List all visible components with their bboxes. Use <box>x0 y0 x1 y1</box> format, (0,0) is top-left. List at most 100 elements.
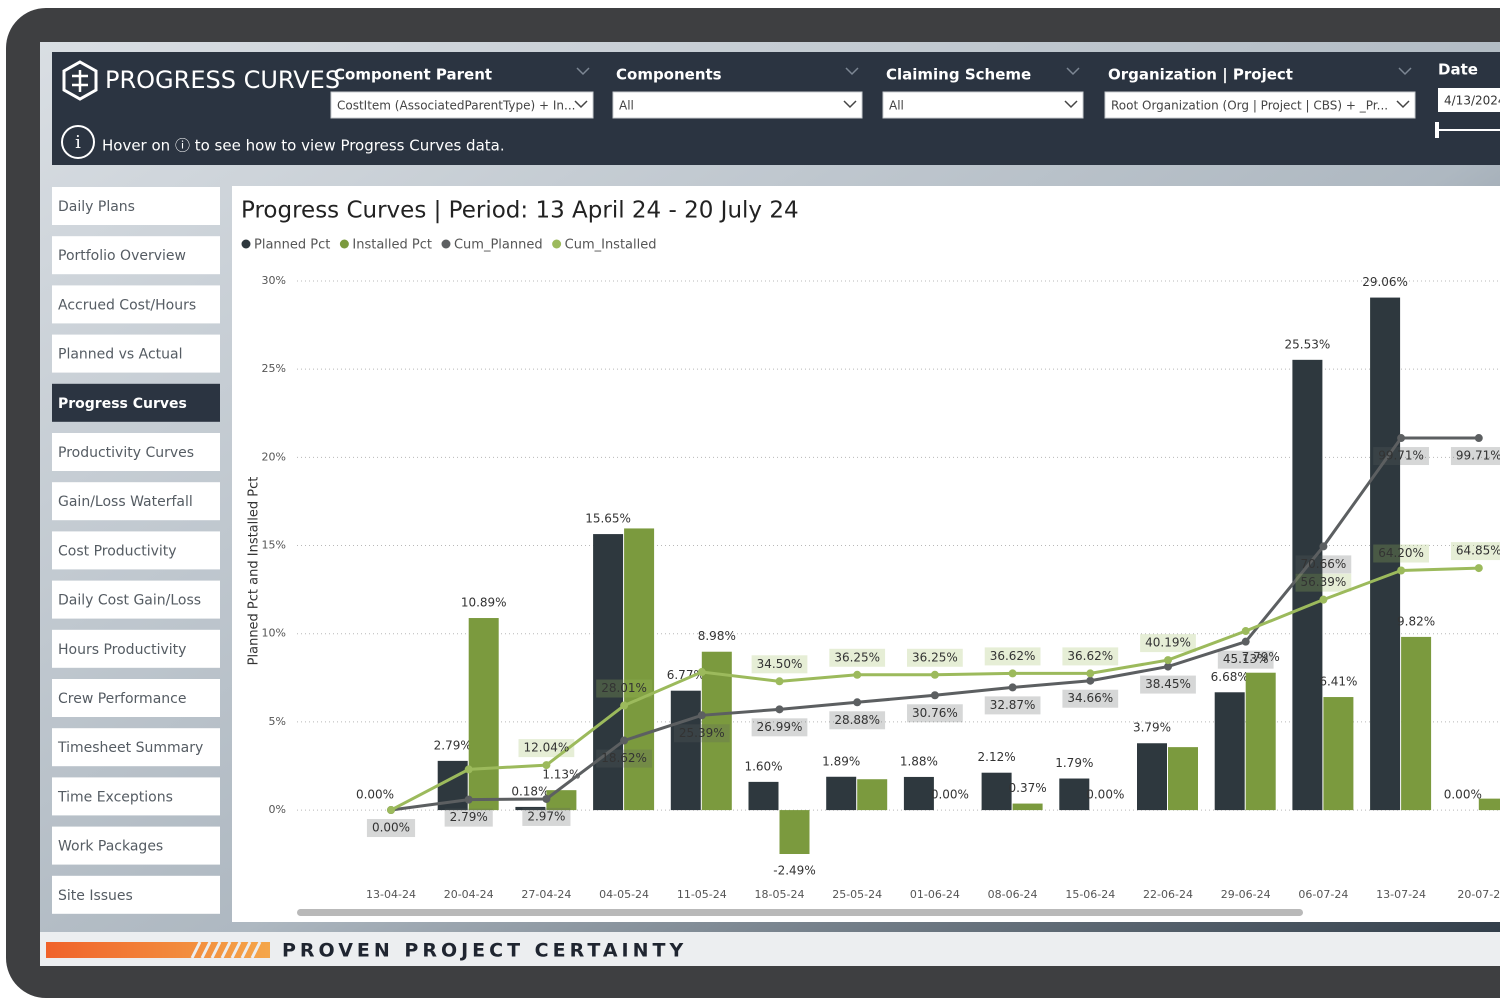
bar <box>857 779 888 811</box>
info-icon[interactable] <box>61 125 95 159</box>
date-input[interactable] <box>1438 88 1500 112</box>
data-label-group: 0.00% <box>356 788 394 802</box>
data-label: 99.71% <box>1378 449 1424 463</box>
data-label: 36.62% <box>1067 649 1113 663</box>
bar <box>1059 778 1090 811</box>
nav-button[interactable] <box>52 580 220 619</box>
data-label: 40.19% <box>1145 636 1191 650</box>
data-label: 3.79% <box>1133 721 1171 735</box>
data-label: 2.12% <box>978 750 1016 764</box>
nav-button[interactable] <box>52 875 220 914</box>
bar <box>1478 798 1500 811</box>
data-label: 0.00% <box>1444 788 1482 802</box>
nav-label: Productivity Curves <box>58 445 194 461</box>
nav-button[interactable] <box>52 728 220 767</box>
y-tick-label: 5% <box>269 715 286 728</box>
filter-value: Root Organization (Org | Project | CBS) … <box>1111 99 1388 113</box>
data-label-box <box>907 648 963 667</box>
data-label-group: 38.45% <box>1140 675 1196 694</box>
data-label: 1.79% <box>1055 756 1093 770</box>
x-tick-label: 15-06-24 <box>1065 888 1115 901</box>
data-label: 18.62% <box>601 751 647 765</box>
filter-dropdown[interactable] <box>330 91 594 119</box>
x-tick-label: 29-06-24 <box>1221 888 1271 901</box>
nav-label: Timesheet Summary <box>57 740 203 756</box>
nav-label: Planned vs Actual <box>58 347 183 363</box>
nav-button[interactable] <box>52 433 220 471</box>
data-label: 2.79% <box>434 738 472 752</box>
data-label-group: 34.50% <box>751 655 808 674</box>
app-title: PROGRESS CURVES <box>105 66 340 94</box>
logo <box>62 60 98 101</box>
x-tick-label: 18-05-24 <box>755 888 805 901</box>
data-label-group: 10.89% <box>461 596 507 610</box>
nav-button[interactable] <box>52 482 220 521</box>
filter-dropdown[interactable] <box>612 91 863 119</box>
bar <box>981 772 1012 811</box>
line-marker <box>775 677 784 686</box>
nav-button[interactable] <box>52 679 220 717</box>
filter-dropdown[interactable] <box>1104 91 1416 119</box>
data-label-box <box>829 648 886 667</box>
data-label: 64.20% <box>1378 546 1424 560</box>
data-label: 25.53% <box>1285 337 1331 351</box>
date-slider-handle[interactable] <box>1435 122 1439 138</box>
bar <box>1370 297 1401 811</box>
chevron-icon <box>845 67 859 76</box>
data-label-group: 0.18% <box>511 784 549 798</box>
legend-label: Cum_Planned <box>454 238 543 253</box>
data-label-group: 99.71% <box>1450 447 1500 466</box>
data-label-group: 2.79% <box>444 808 493 827</box>
nav-button[interactable] <box>52 285 220 324</box>
bar <box>1401 636 1432 811</box>
data-label-box <box>984 696 1041 715</box>
data-label-box <box>1062 647 1119 666</box>
data-label: 8.98% <box>698 629 736 643</box>
nav-button[interactable] <box>52 334 220 373</box>
line-marker <box>542 761 551 770</box>
nav-label: Daily Plans <box>58 199 135 215</box>
line-marker <box>853 670 862 679</box>
nav-button[interactable] <box>52 629 220 668</box>
data-label-group: 6.77% <box>667 668 705 682</box>
nav-label: Progress Curves <box>58 396 187 412</box>
nav-label: Crew Performance <box>58 691 186 707</box>
data-label-group: 25.39% <box>673 724 730 743</box>
nav-button[interactable] <box>52 826 220 865</box>
nav-label: Accrued Cost/Hours <box>58 297 196 313</box>
data-label-box <box>1450 447 1500 466</box>
data-label-group: 0.00% <box>366 819 416 838</box>
filter-value: All <box>889 99 904 113</box>
bar <box>748 781 779 811</box>
data-label-group: 28.88% <box>829 711 886 730</box>
data-label-group: 0.00% <box>931 788 969 802</box>
data-label-group: 2.97% <box>522 807 571 826</box>
data-label: -2.49% <box>773 864 815 878</box>
line-marker <box>1164 656 1172 665</box>
nav-button[interactable] <box>52 531 220 570</box>
nav-button[interactable] <box>52 187 220 225</box>
scrollbar[interactable] <box>297 909 1303 916</box>
data-label-box <box>751 655 808 674</box>
data-label-group: 36.25% <box>829 648 886 667</box>
line-marker <box>1319 595 1328 604</box>
data-label-group: 64.20% <box>1373 544 1429 563</box>
filter-label: Components <box>616 66 722 84</box>
filter-dropdown[interactable] <box>882 91 1084 119</box>
footer-band <box>40 932 1500 966</box>
data-label: 29.06% <box>1362 275 1408 289</box>
data-label-group: 70.66% <box>1295 555 1352 574</box>
logo-mark <box>72 70 88 92</box>
nav-button[interactable] <box>52 383 220 422</box>
data-label-group: 40.19% <box>1140 634 1196 653</box>
x-tick-label: 27-04-24 <box>521 888 571 901</box>
nav-button[interactable] <box>52 236 220 275</box>
nav-button[interactable] <box>52 777 220 816</box>
data-label-group: 64.85% <box>1450 542 1500 561</box>
bar <box>1214 692 1245 811</box>
data-label-group: 45.13% <box>1217 650 1274 669</box>
line-marker <box>775 705 784 714</box>
data-label: 36.25% <box>912 650 958 664</box>
chevron-icon <box>574 100 588 109</box>
bar <box>779 810 810 855</box>
